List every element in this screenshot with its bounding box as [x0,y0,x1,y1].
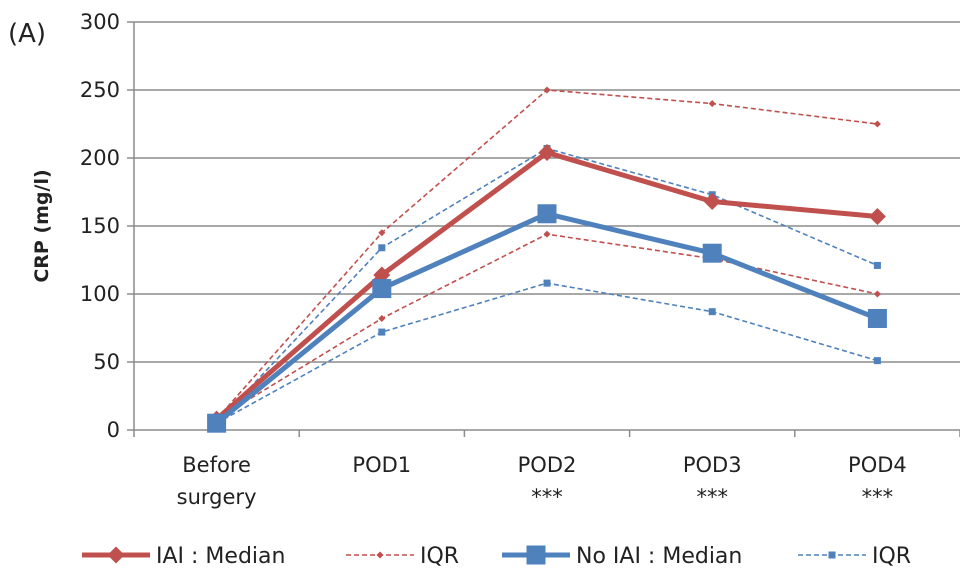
legend-item: IQR [798,544,911,569]
y-tick-label: 200 [80,146,120,170]
data-point [708,100,716,108]
x-category-label: POD2 [518,453,577,477]
data-point [543,230,551,238]
x-category-label: *** [531,485,563,509]
data-point [873,357,881,365]
data-point [873,261,881,269]
data-point [703,193,721,211]
data-point [867,308,887,328]
legend-marker [376,551,384,559]
y-axis-title: CRP (mg/l) [31,169,53,282]
legend-label: No IAI : Median [576,544,742,569]
series-line [216,89,878,420]
series-line [216,282,878,424]
series-lines [207,86,887,433]
series-1 [213,86,881,423]
y-tick-label: 100 [80,282,120,306]
data-point [207,413,227,433]
legend-marker [526,545,546,565]
data-point [702,243,722,263]
legend-marker [107,546,125,564]
y-tick-label: 50 [93,350,120,374]
x-category-label: surgery [177,485,257,509]
data-point [543,279,551,287]
legend-marker [828,551,836,559]
legend-item: IQR [346,544,459,569]
data-point [372,279,392,299]
y-tick-label: 0 [107,418,120,442]
data-point [868,207,886,225]
data-point [378,314,386,322]
series-2 [213,230,881,423]
x-category-label: POD1 [352,453,411,477]
series-5 [213,279,881,427]
x-category-label: POD4 [848,453,907,477]
series-3 [207,204,887,433]
x-category-label: Before [182,453,251,477]
legend-label: IQR [872,544,911,569]
data-point [537,204,557,224]
y-tick-label: 300 [80,10,120,34]
panel-label: (A) [8,19,46,49]
data-point [543,86,551,94]
x-category-label: *** [696,485,728,509]
data-point [378,328,386,336]
data-point [873,290,881,298]
legend-item: IAI : Median [82,544,285,569]
data-point [378,244,386,252]
x-category-label: *** [862,485,894,509]
data-point [708,308,716,316]
axes: 0 50 100 150 200 250 300 Before surgery POD1 POD2 *… [80,10,960,509]
gridlines [134,21,960,363]
legend-label: IAI : Median [156,544,285,569]
legend-label: IQR [420,544,459,569]
y-tick-label: 150 [80,214,120,238]
data-point [378,229,386,237]
data-point [873,120,881,128]
y-tick-label: 250 [80,78,120,102]
series-line [216,233,878,420]
x-category-label: POD3 [683,453,742,477]
legend-item: No IAI : Median [502,544,742,569]
legend: IAI : Median IQR No IAI : Median IQR [82,544,911,569]
data-point [538,144,556,162]
